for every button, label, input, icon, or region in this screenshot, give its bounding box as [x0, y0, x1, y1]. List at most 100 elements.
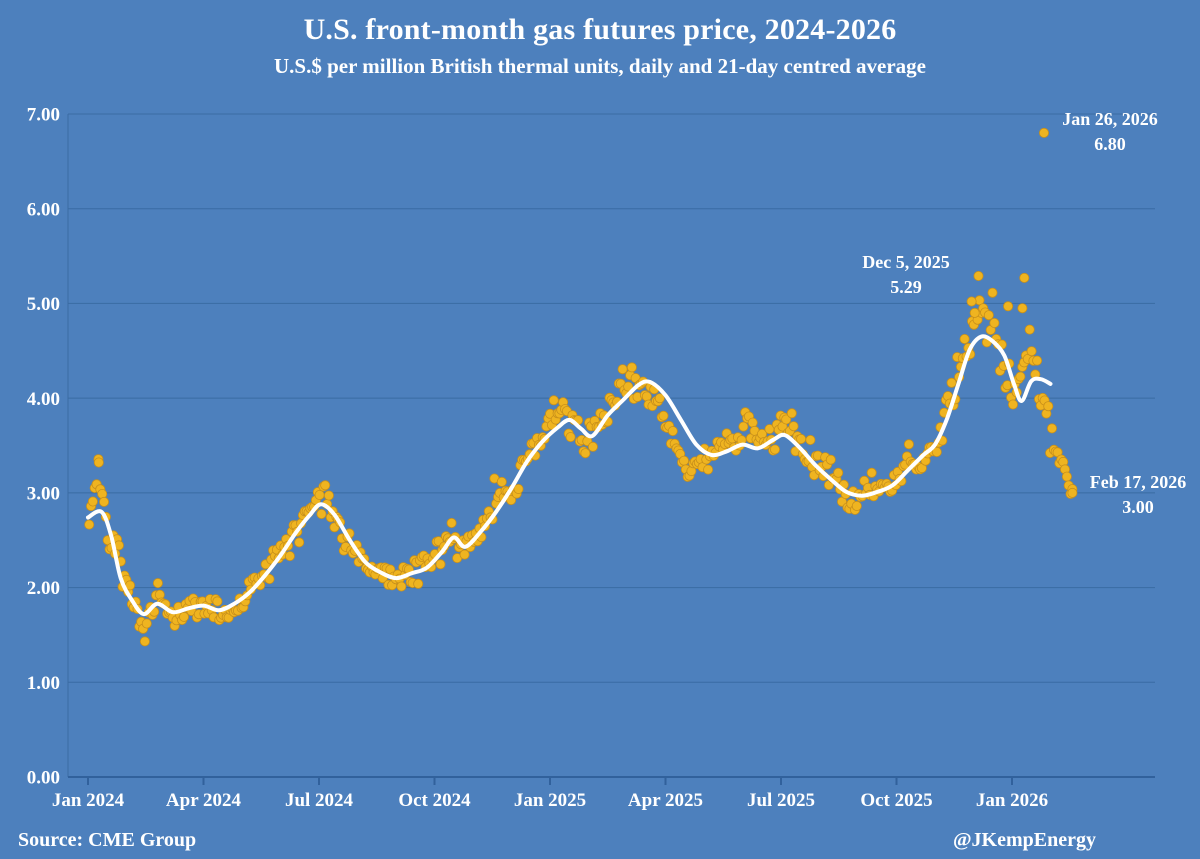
daily-point: [1015, 371, 1026, 382]
x-axis-label: Jan 2026: [976, 790, 1048, 811]
daily-point: [747, 417, 758, 428]
x-axis-label: Jan 2025: [514, 790, 586, 811]
chart-subtitle: U.S.$ per million British thermal units,…: [274, 54, 926, 78]
daily-point: [623, 381, 634, 392]
daily-point: [314, 489, 325, 500]
credit-label: @JKempEnergy: [952, 829, 1096, 851]
daily-point: [987, 287, 998, 298]
daily-point: [667, 426, 678, 437]
x-axis-label: Oct 2025: [860, 790, 932, 811]
x-axis-label: Oct 2024: [398, 790, 471, 811]
y-axis-label: 3.00: [27, 484, 60, 505]
x-axis-label: Apr 2024: [166, 790, 242, 811]
y-axis-label: 0.00: [27, 768, 60, 789]
daily-point: [87, 496, 98, 507]
daily-point: [786, 408, 797, 419]
daily-point: [84, 519, 95, 530]
daily-point-outlier: [1067, 487, 1078, 498]
daily-point: [946, 377, 957, 388]
daily-point: [139, 636, 150, 647]
daily-point: [1024, 324, 1035, 335]
y-axis-label: 5.00: [27, 294, 60, 315]
daily-point: [513, 483, 524, 494]
daily-point: [825, 454, 836, 465]
annotation-value-label: 3.00: [1122, 497, 1154, 517]
daily-point: [738, 421, 749, 432]
average-line: [86, 334, 1053, 617]
annotation-date-label: Feb 17, 2026: [1089, 472, 1187, 492]
x-axis: Jan 2024 Apr 2024 Jul 2024 Oct 2024 Jan 2025…: [52, 777, 1048, 811]
daily-point: [212, 596, 223, 607]
daily-point: [459, 549, 470, 560]
daily-point-outlier: [969, 307, 980, 318]
y-axis-label: 7.00: [27, 105, 60, 126]
daily-point: [294, 537, 305, 548]
daily-point-outlier: [973, 270, 984, 281]
daily-point: [320, 480, 331, 491]
daily-point-outlier: [1017, 303, 1028, 314]
daily-point: [316, 508, 327, 519]
daily-point-outlier: [1039, 127, 1050, 138]
scatter-series-daily: [84, 127, 1078, 647]
daily-point: [654, 393, 665, 404]
daily-point-outlier: [966, 296, 977, 307]
x-axis-label: Jan 2024: [52, 790, 125, 811]
daily-point: [496, 476, 507, 487]
daily-point-outlier: [1019, 272, 1030, 283]
daily-point-outlier: [93, 457, 104, 468]
daily-point: [99, 496, 110, 507]
daily-point: [396, 581, 407, 592]
y-axis-label: 2.00: [27, 578, 60, 599]
daily-point: [565, 432, 576, 443]
daily-point: [770, 444, 781, 455]
daily-point: [446, 518, 457, 529]
daily-point: [617, 364, 628, 375]
daily-point: [833, 467, 844, 478]
annotation-value-label: 6.80: [1094, 134, 1126, 154]
daily-point: [1008, 399, 1019, 410]
daily-point: [626, 362, 637, 373]
daily-point: [1061, 471, 1072, 482]
y-axis-label: 1.00: [27, 673, 60, 694]
daily-point: [805, 434, 816, 445]
daily-point: [1032, 355, 1043, 366]
daily-point: [641, 391, 652, 402]
daily-point: [152, 578, 163, 589]
daily-point: [413, 578, 424, 589]
annotation-date-label: Jan 26, 2026: [1062, 109, 1158, 129]
daily-point-outlier: [1003, 301, 1014, 312]
daily-point: [796, 433, 807, 444]
daily-point: [1043, 401, 1054, 412]
daily-point: [1026, 346, 1037, 357]
annotation-date-label: Dec 5, 2025: [862, 252, 950, 272]
daily-point: [866, 467, 877, 478]
chart-title: U.S. front-month gas futures price, 2024…: [303, 13, 897, 46]
daily-point: [264, 574, 275, 585]
daily-point: [903, 439, 914, 450]
y-axis-label: 4.00: [27, 389, 60, 410]
annotation-jan-26-2026: Jan 26, 2026 6.80: [1048, 107, 1172, 157]
annotation-dec-5-2025: Dec 5, 2025 5.29: [844, 250, 968, 300]
daily-point: [959, 333, 970, 344]
daily-point: [178, 611, 189, 622]
x-axis-label: Jul 2024: [285, 790, 354, 811]
daily-point: [548, 395, 559, 406]
daily-point: [284, 551, 295, 562]
daily-point: [658, 410, 669, 421]
daily-point: [435, 559, 446, 570]
gridlines: 0.00 1.00 2.00 3.00 4.00 5.00 6.00 7.00: [27, 105, 1155, 789]
daily-point: [1047, 423, 1058, 434]
daily-point: [679, 455, 690, 466]
daily-point: [788, 421, 799, 432]
daily-point: [989, 317, 1000, 328]
daily-point: [703, 464, 714, 475]
daily-point: [323, 490, 334, 501]
x-axis-label: Jul 2025: [747, 790, 815, 811]
daily-point: [506, 495, 517, 506]
daily-point: [781, 414, 792, 425]
source-label: Source: CME Group: [18, 829, 197, 851]
daily-point: [580, 448, 591, 459]
annotation-value-label: 5.29: [890, 277, 922, 297]
daily-point: [983, 310, 994, 321]
